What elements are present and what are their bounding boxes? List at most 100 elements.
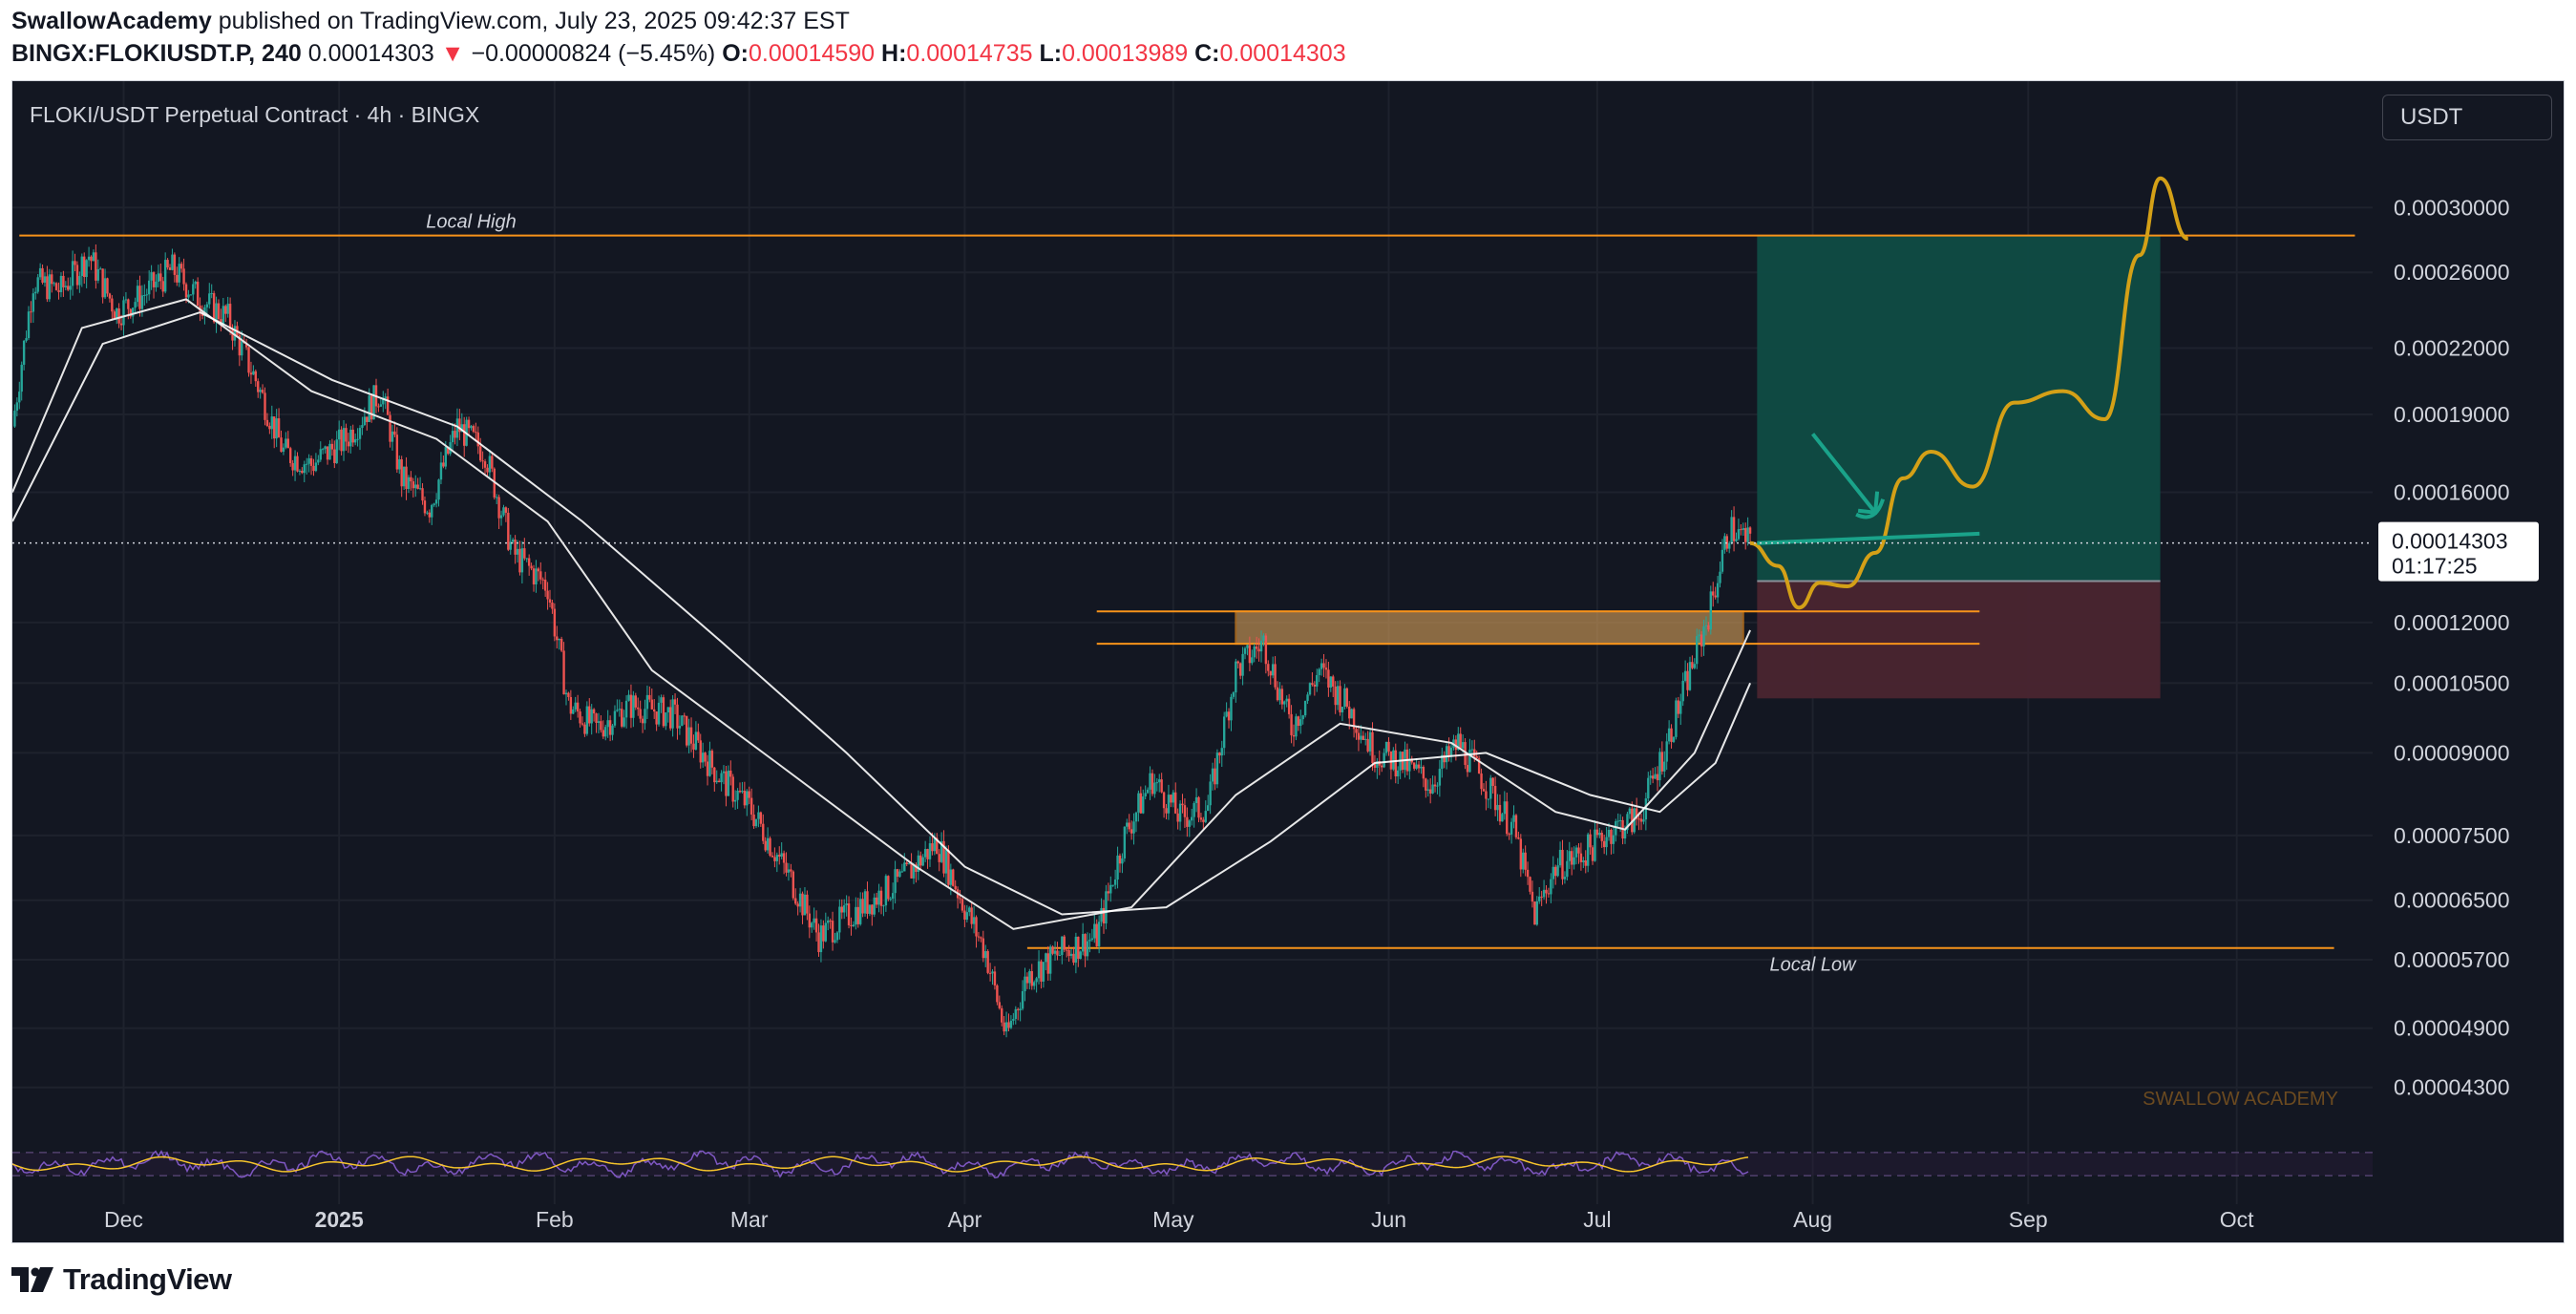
candle-body <box>792 871 795 899</box>
candle-body <box>1464 742 1467 766</box>
candle-body <box>847 903 851 925</box>
candle-body <box>293 456 297 471</box>
candle-body <box>752 814 755 827</box>
candle-body <box>314 462 318 472</box>
candle-body <box>1616 820 1619 822</box>
candle-body <box>852 924 855 927</box>
candle-body <box>1654 774 1657 779</box>
brand-text: TradingView <box>63 1262 232 1296</box>
candle-body <box>1408 758 1411 772</box>
candle-body <box>90 256 93 262</box>
candle-body <box>569 696 573 714</box>
candle-body <box>1410 758 1413 763</box>
candle-body <box>1545 889 1548 894</box>
chart-panel[interactable]: Local High Local Low SWALLOW ACADEMY 0.0003… <box>11 80 2565 1243</box>
candle-body <box>178 264 180 283</box>
candle-body <box>134 302 137 308</box>
candle-body <box>1274 664 1277 688</box>
candle-body <box>1188 820 1191 827</box>
candle-body <box>122 300 125 326</box>
candle-body <box>1280 689 1284 705</box>
candle-body <box>905 862 908 865</box>
candle-body <box>1327 669 1330 688</box>
candle-body <box>1306 694 1309 701</box>
candle-body <box>778 855 781 857</box>
candle-body <box>637 707 640 710</box>
candle-body <box>998 1002 1001 1008</box>
currency-button[interactable]: USDT <box>2382 95 2552 140</box>
author-name[interactable]: SwallowAcademy <box>11 8 212 34</box>
candle-body <box>1142 796 1145 814</box>
candle-body <box>1538 896 1541 901</box>
candle-body <box>53 283 55 285</box>
candle-body <box>1218 752 1221 756</box>
candle-body <box>366 416 369 422</box>
candle-body <box>1183 805 1187 817</box>
candle-body <box>345 428 348 442</box>
change-text: −0.00000824 (−5.45%) <box>471 40 716 67</box>
candle-body <box>301 470 304 474</box>
candle-body <box>244 343 248 348</box>
candle-body <box>889 899 892 901</box>
tradingview-logo[interactable]: TradingView <box>11 1261 232 1299</box>
candle-body <box>1292 734 1296 737</box>
candle-body <box>1341 707 1344 713</box>
price-axis-label: 0.00010500 <box>2394 670 2510 695</box>
candle-body <box>1489 777 1492 799</box>
candle-body <box>1594 829 1596 861</box>
candle-body <box>34 291 37 294</box>
candle-body <box>1519 838 1523 870</box>
candle-body <box>592 709 596 714</box>
candle-body <box>986 951 989 973</box>
candle-body <box>562 650 565 695</box>
candle-body <box>449 442 452 455</box>
candle-body <box>1681 680 1684 702</box>
candle-body <box>896 869 899 878</box>
candle-body <box>1591 847 1594 861</box>
candle-body <box>159 273 162 282</box>
candle-body <box>863 891 867 914</box>
candle-body <box>769 837 771 856</box>
time-axis-label: Oct <box>2220 1207 2254 1232</box>
candle-body <box>1257 648 1260 652</box>
chart-canvas[interactable]: Local High Local Low SWALLOW ACADEMY 0.0003… <box>12 81 2564 1242</box>
candle-body <box>1577 847 1580 854</box>
candle-body <box>32 293 35 312</box>
candle-body <box>618 709 622 710</box>
candle-body <box>1329 676 1333 688</box>
candle-body <box>952 869 955 886</box>
candle-body <box>1508 834 1510 836</box>
candle-body <box>1017 1008 1020 1010</box>
candle-body <box>785 862 788 873</box>
candle-body <box>1040 961 1043 982</box>
candle-body <box>1290 713 1293 735</box>
candle-body <box>1360 735 1362 740</box>
candle-body <box>944 850 948 874</box>
candle-body <box>83 256 86 278</box>
candle-body <box>1236 661 1239 664</box>
candle-body <box>838 906 841 933</box>
price-axis-label: 0.00022000 <box>2394 335 2510 360</box>
candle-body <box>1116 855 1119 880</box>
candle-body <box>476 432 479 447</box>
arrow-icon <box>1811 433 1877 514</box>
candle-body <box>725 771 728 796</box>
candle-body <box>470 426 473 429</box>
candle-body <box>1675 700 1678 737</box>
candle-body <box>1322 663 1325 668</box>
candle-body <box>882 905 885 907</box>
candle-body <box>497 497 500 519</box>
candle-body <box>57 289 60 292</box>
candle-body <box>1285 698 1288 702</box>
candle-body <box>1332 676 1335 687</box>
candle-body <box>980 937 982 939</box>
candle-body <box>1343 688 1346 708</box>
candle-body <box>1475 756 1478 759</box>
candle-body <box>850 924 853 927</box>
candle-body <box>597 721 601 723</box>
candle-body <box>794 898 797 904</box>
candle-body <box>681 715 684 727</box>
candle-body <box>1220 748 1223 756</box>
candle-body <box>1436 785 1439 787</box>
candle-body <box>1473 749 1476 757</box>
